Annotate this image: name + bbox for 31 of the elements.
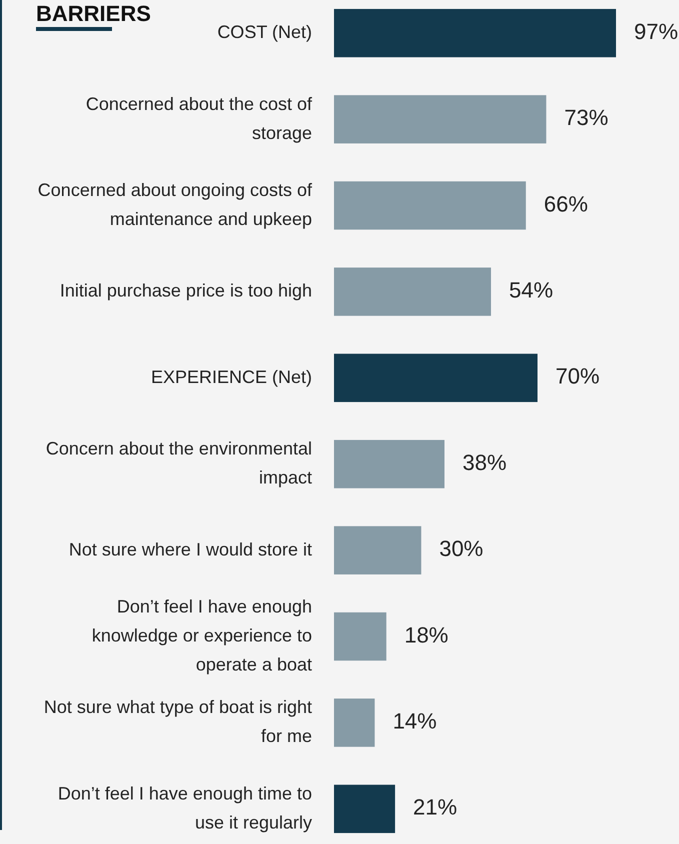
bar [334,698,375,747]
data-label: 73% [564,105,608,130]
data-label: 18% [404,622,448,648]
data-label: 97% [634,18,678,44]
data-label: 70% [556,364,600,389]
y-tick-label: Initial purchase price is too high [60,280,312,300]
bar [334,612,386,661]
bar [334,354,538,402]
y-tick-label: Don’t feel I have enough knowledge or experience to operate a boat [92,596,312,674]
bar [334,181,526,230]
y-tick-label: EXPERIENCE (Net) [150,366,312,387]
y-tick-label: Don’t feel I have enough time to use it regularly [58,783,312,832]
data-label: 66% [544,191,588,216]
data-label: 38% [462,450,507,475]
data-label: 14% [392,708,437,734]
bar [334,784,396,834]
data-label: 21% [413,794,458,820]
bar [334,95,546,144]
y-tick-label: Concerned about the cost of storage [86,94,313,143]
bar [334,268,491,316]
y-tick-label: COST (Net) [217,22,312,42]
y-tick-label: Not sure where I would store it [68,539,312,560]
y-tick-label: Concerned about ongoing costs of maintenance and upkeep [38,180,313,229]
bar [334,440,444,488]
y-tick-label: Concern about the environmental impact [46,438,312,488]
text: BARRIERS [36,1,151,26]
data-label: 30% [439,536,484,562]
y-tick-label: Not sure what type of boat is right for me [44,696,312,746]
data-label: 54% [508,278,554,303]
bar [334,526,422,574]
bar [334,8,616,58]
